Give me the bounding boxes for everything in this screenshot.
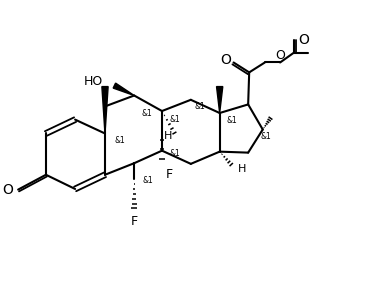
Text: &1: &1 <box>226 116 237 125</box>
Text: &1: &1 <box>142 109 152 118</box>
Text: &1: &1 <box>195 102 205 111</box>
Text: &1: &1 <box>169 150 180 159</box>
Text: O: O <box>298 33 309 47</box>
Text: &1: &1 <box>169 115 180 124</box>
Polygon shape <box>102 87 108 134</box>
Text: O: O <box>2 183 13 197</box>
Polygon shape <box>113 83 134 95</box>
Text: O: O <box>275 49 285 62</box>
Text: H: H <box>164 131 172 142</box>
Text: HO: HO <box>83 75 103 88</box>
Text: &1: &1 <box>143 176 153 185</box>
Text: &1: &1 <box>114 136 125 145</box>
Text: F: F <box>166 167 173 181</box>
Text: &1: &1 <box>261 132 272 141</box>
Text: H: H <box>238 164 246 174</box>
Text: O: O <box>220 52 230 66</box>
Text: F: F <box>131 215 138 228</box>
Polygon shape <box>216 87 223 113</box>
